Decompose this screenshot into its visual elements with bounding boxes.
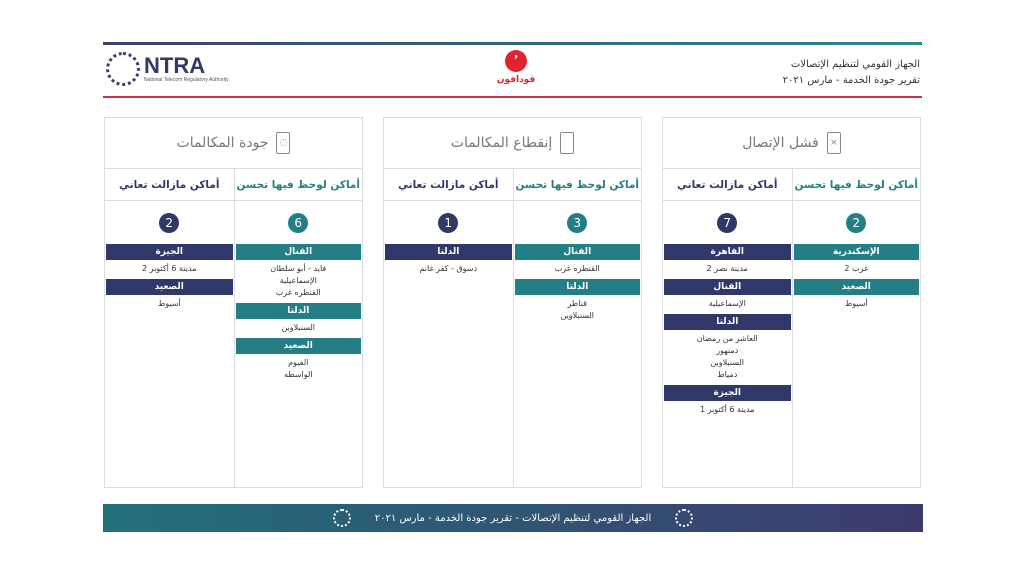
list-item: أسيوط [844, 299, 868, 308]
header-top-line [103, 42, 922, 45]
suffering-count-badge: 7 [717, 213, 738, 233]
footer-text: الجهاز القومي لتنظيم الإتصالات - تقرير ج… [374, 512, 652, 524]
region-band: الجيزة [106, 244, 233, 260]
list-item: دسوق - كفر غانم [419, 264, 478, 273]
list-item: الإسماعيلية [279, 276, 317, 285]
region-band: الدلتا [235, 303, 361, 319]
region-group: القاهرة مدينة نصر 2 [663, 244, 792, 275]
suffering-count-badge: 2 [159, 213, 180, 233]
list-item: الفيوم [288, 358, 309, 367]
panel-title-text: إنقطاع المكالمات [450, 135, 553, 151]
suffering-header: أماكن مازالت تعاني [663, 169, 792, 201]
region-band: القنال [664, 279, 791, 295]
region-group: الدلتا قناطر السنبلاوين [514, 279, 642, 322]
panel-columns: أماكن لوحظ فيها تحسن 2 الإسكندرية غرب 2 الصع… [663, 169, 920, 487]
phone-drop-icon [560, 132, 575, 154]
header-title: الجهاز القومي لتنظيم الإتصالات تقرير جود… [783, 57, 920, 89]
list-item: مدينة 6 أكتوبر 1 [700, 405, 755, 414]
list-item: دمنهور [716, 346, 739, 355]
region-band: الجيزة [664, 385, 791, 401]
vodafone-logo: ’ فودافون [496, 50, 536, 85]
improved-count-badge: 2 [846, 213, 867, 233]
region-group: الإسكندرية غرب 2 [793, 244, 921, 275]
improved-header: أماكن لوحظ فيها تحسن [792, 169, 920, 201]
region-group: الجيزة مدينة 6 أكتوبر 2 [105, 244, 234, 275]
region-group: الدلتا السنبلاوين [235, 303, 363, 334]
region-band: الدلتا [385, 244, 512, 260]
improved-header: أماكن لوحظ فيها تحسن [513, 169, 641, 201]
region-group: القنال القنطره غرب [514, 244, 642, 275]
region-group: الصعيد أسيوط [105, 279, 234, 310]
panel-title: إنقطاع المكالمات [384, 118, 641, 169]
improved-header: أماكن لوحظ فيها تحسن [234, 169, 362, 201]
panel-3: ◌ جودة المكالمات أماكن لوحظ فيها تحسن 6 القن… [104, 117, 363, 488]
region-group: الصعيد الفيوم الواسطه [235, 338, 363, 381]
logo-text: NTRA [144, 53, 206, 78]
vodafone-icon: ’ [505, 50, 527, 72]
operator-name: فودافون [496, 75, 536, 85]
ntra-dots-icon [332, 509, 351, 527]
region-group: الصعيد أسيوط [793, 279, 921, 310]
list-item: أسيوط [157, 299, 181, 308]
list-item: الإسماعيلية [708, 299, 746, 308]
suffering-column: أماكن مازالت تعاني 7 القاهرة مدينة نصر 2 الق… [663, 169, 792, 487]
header-bottom-line [103, 96, 922, 98]
region-group: القنال الإسماعيلية [663, 279, 792, 310]
report-title: تقرير جودة الخدمة - مارس ٢٠٢١ [782, 75, 920, 86]
panel-title-text: جودة المكالمات [176, 135, 269, 151]
improved-count-badge: 6 [288, 213, 309, 233]
ntra-dots-icon [106, 52, 140, 86]
region-band: الصعيد [793, 279, 919, 295]
suffering-header: أماكن مازالت تعاني [105, 169, 234, 201]
suffering-column: أماكن مازالت تعاني 2 الجيزة مدينة 6 أكتوبر … [105, 169, 234, 487]
region-band: الدلتا [664, 314, 791, 330]
phone-x-icon: × [826, 132, 841, 154]
list-item: القنطره غرب [554, 264, 600, 273]
region-band: الصعيد [235, 338, 361, 354]
region-group: القنال فايد - أبو سلطان الإسماعيلية القنطره… [235, 244, 363, 299]
list-item: السنبلاوين [560, 311, 595, 320]
list-item: قناطر [567, 299, 587, 308]
region-band: القاهرة [664, 244, 791, 260]
phone-quality-icon: ◌ [276, 132, 291, 154]
list-item: مدينة 6 أكتوبر 2 [142, 264, 197, 273]
list-item: مدينة نصر 2 [706, 264, 748, 273]
region-band: الإسكندرية [793, 244, 919, 260]
region-group: الدلتا دسوق - كفر غانم [384, 244, 513, 275]
list-item: الواسطه [283, 370, 313, 379]
org-name: الجهاز القومي لتنظيم الإتصالات [790, 59, 920, 70]
list-item: دمياط [717, 370, 738, 379]
improved-column: أماكن لوحظ فيها تحسن 2 الإسكندرية غرب 2 الصع… [791, 169, 921, 487]
panel-title: ◌ جودة المكالمات [105, 118, 362, 169]
improved-count-badge: 3 [567, 213, 588, 233]
region-band: القنال [235, 244, 361, 260]
region-group: الجيزة مدينة 6 أكتوبر 1 [663, 385, 792, 416]
panel-columns: أماكن لوحظ فيها تحسن 3 القنال القنطره غرب ال… [384, 169, 641, 487]
list-item: السنبلاوين [710, 358, 745, 367]
improved-column: أماكن لوحظ فيها تحسن 3 القنال القنطره غرب ال… [512, 169, 642, 487]
list-item: فايد - أبو سلطان [270, 264, 327, 273]
ntra-dots-icon [675, 509, 694, 527]
panel-1: × فشل الإتصال أماكن لوحظ فيها تحسن 2 الإسكند… [662, 117, 921, 488]
panel-title-text: فشل الإتصال [742, 135, 819, 151]
panel-columns: أماكن لوحظ فيها تحسن 6 القنال فايد - أبو سل… [105, 169, 362, 487]
suffering-header: أماكن مازالت تعاني [384, 169, 513, 201]
list-item: السنبلاوين [281, 323, 316, 332]
list-item: غرب 2 [844, 264, 869, 273]
region-band: الصعيد [106, 279, 233, 295]
region-band: القنال [514, 244, 640, 260]
list-item: العاشر من رمضان [696, 334, 758, 343]
panel-title: × فشل الإتصال [663, 118, 920, 169]
improved-column: أماكن لوحظ فيها تحسن 6 القنال فايد - أبو سل… [233, 169, 363, 487]
ntra-logo: NTRA National Telecom Regulatory Authorit… [106, 52, 229, 86]
suffering-column: أماكن مازالت تعاني 1 الدلتا دسوق - كفر غانم [384, 169, 513, 487]
footer-bar: الجهاز القومي لتنظيم الإتصالات - تقرير ج… [103, 504, 923, 532]
logo-subtext: National Telecom Regulatory Authority [144, 77, 229, 83]
panel-2: إنقطاع المكالمات أماكن لوحظ فيها تحسن 3 الق… [383, 117, 642, 488]
region-group: الدلتا العاشر من رمضان دمنهور السنبلاوين دمي… [663, 314, 792, 381]
list-item: القنطره غرب [275, 288, 321, 297]
suffering-count-badge: 1 [438, 213, 459, 233]
region-band: الدلتا [514, 279, 640, 295]
